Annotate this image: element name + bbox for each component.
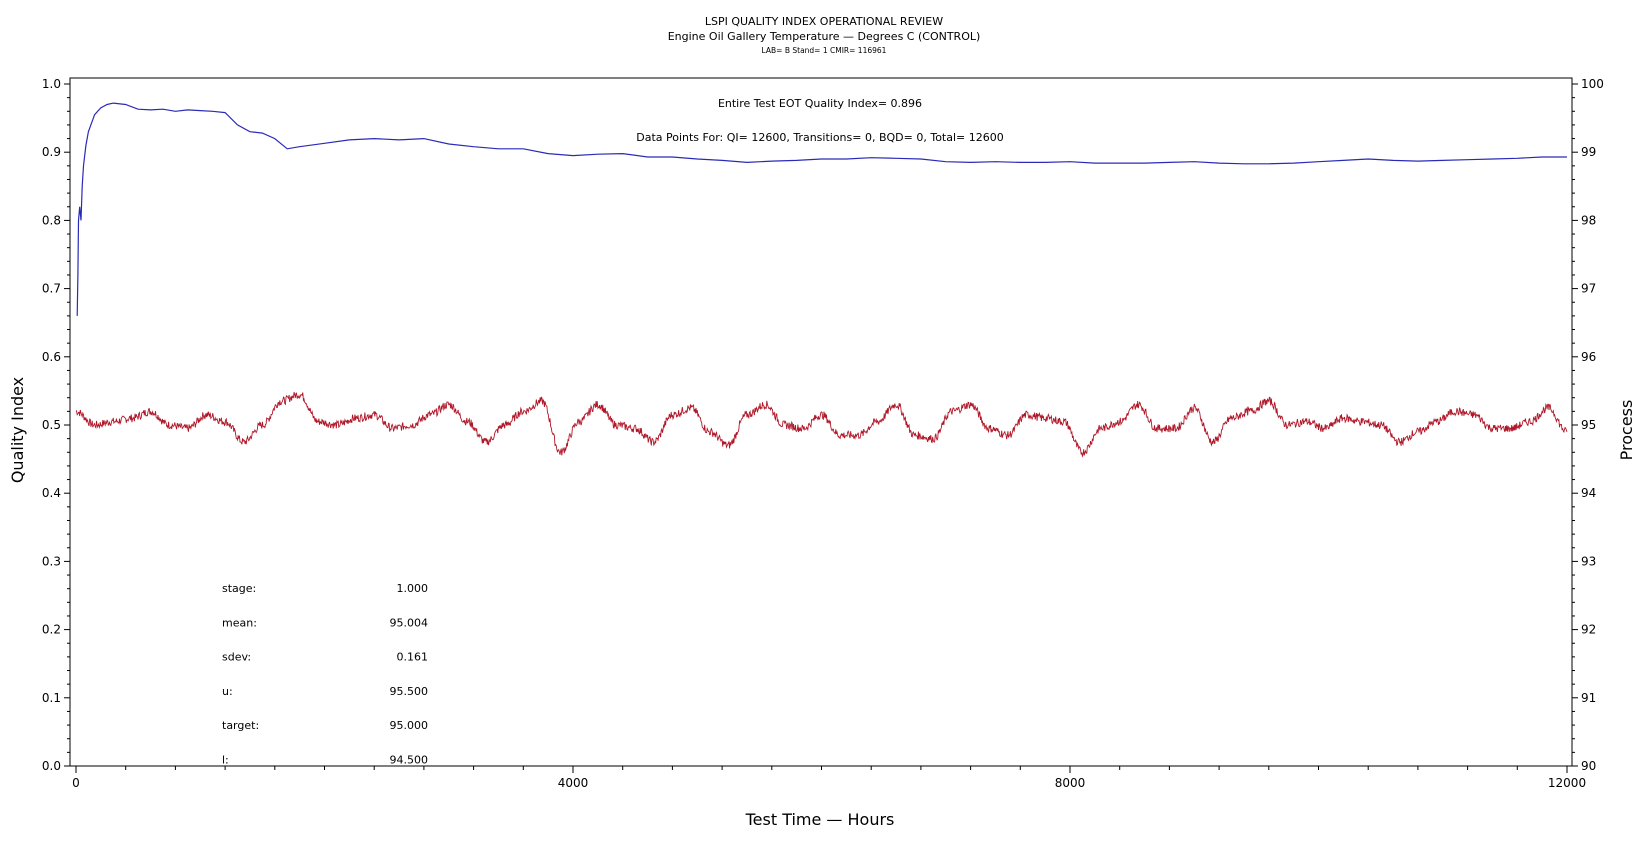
- data-points-annotation: Data Points For: QI= 12600, Transitions=…: [636, 131, 1004, 144]
- x-axis-label: Test Time — Hours: [745, 810, 895, 829]
- y2-tick-label: 90: [1581, 759, 1596, 773]
- y2-tick-label: 99: [1581, 145, 1596, 159]
- y-tick-label: 0.7: [42, 282, 61, 296]
- x-tick-label: 12000: [1548, 776, 1586, 790]
- y2-tick-label: 94: [1581, 486, 1596, 500]
- y-axis-label: Quality Index: [8, 377, 27, 483]
- stat-value: 95.500: [390, 685, 429, 698]
- y-tick-label: 0.5: [42, 418, 61, 432]
- stat-label: u:: [222, 685, 233, 698]
- stat-label: mean:: [222, 616, 257, 629]
- stat-label: stage:: [222, 582, 256, 595]
- y2-axis-label: Process: [1617, 400, 1636, 461]
- x-tick-label: 8000: [1055, 776, 1086, 790]
- stat-value: 95.000: [390, 719, 429, 732]
- y-tick-label: 0.2: [42, 623, 61, 637]
- y2-tick-label: 93: [1581, 554, 1596, 568]
- chart-title: LSPI QUALITY INDEX OPERATIONAL REVIEW: [705, 15, 943, 28]
- y-tick-label: 0.6: [42, 350, 61, 364]
- stat-label: sdev:: [222, 651, 251, 664]
- stat-value: 95.004: [390, 616, 429, 629]
- y-tick-label: 0.8: [42, 213, 61, 227]
- y-tick-label: 1.0: [42, 77, 61, 91]
- quality-index-annotation: Entire Test EOT Quality Index= 0.896: [718, 97, 922, 110]
- y2-tick-label: 92: [1581, 623, 1596, 637]
- x-axis: 0 4000 8000 12000: [72, 766, 1586, 790]
- y2-tick-label: 98: [1581, 213, 1596, 227]
- plot-border: [69, 77, 1573, 767]
- series-layer: [75, 102, 1568, 458]
- y2-tick-label: 95: [1581, 418, 1596, 432]
- x-tick-label: 0: [72, 776, 80, 790]
- y-tick-label: 0.3: [42, 554, 61, 568]
- y2-tick-label: 97: [1581, 282, 1596, 296]
- stats-block: stage: 1.000 mean: 95.004 sdev: 0.161 u: 95.500…: [222, 582, 428, 767]
- quality-index-series-line: [76, 102, 1567, 316]
- stat-label: target:: [222, 719, 259, 732]
- plot-frame: [69, 77, 1573, 767]
- stat-value: 1.000: [397, 582, 429, 595]
- process-series-line: [75, 391, 1568, 458]
- left-axis: 0.0 0.1 0.2 0.3 0.4 0.5 0.6 0.7 0.8 0.9 1.0: [42, 77, 70, 773]
- y-tick-label: 0.0: [42, 759, 61, 773]
- stat-label: l:: [222, 754, 229, 767]
- y2-tick-label: 96: [1581, 350, 1596, 364]
- y2-tick-label: 100: [1581, 77, 1604, 91]
- x-tick-label: 4000: [558, 776, 589, 790]
- right-axis: 90 91 92 93 94 95 96 97 98 99 100: [1572, 77, 1604, 773]
- y-tick-label: 0.4: [42, 486, 61, 500]
- chart-subtitle-2: LAB= B Stand= 1 CMIR= 116961: [762, 46, 887, 55]
- y-tick-label: 0.1: [42, 691, 61, 705]
- y2-tick-label: 91: [1581, 691, 1596, 705]
- chart-subtitle: Engine Oil Gallery Temperature — Degrees…: [668, 30, 981, 43]
- stat-value: 0.161: [397, 651, 429, 664]
- stat-value: 94.500: [390, 754, 429, 767]
- y-tick-label: 0.9: [42, 145, 61, 159]
